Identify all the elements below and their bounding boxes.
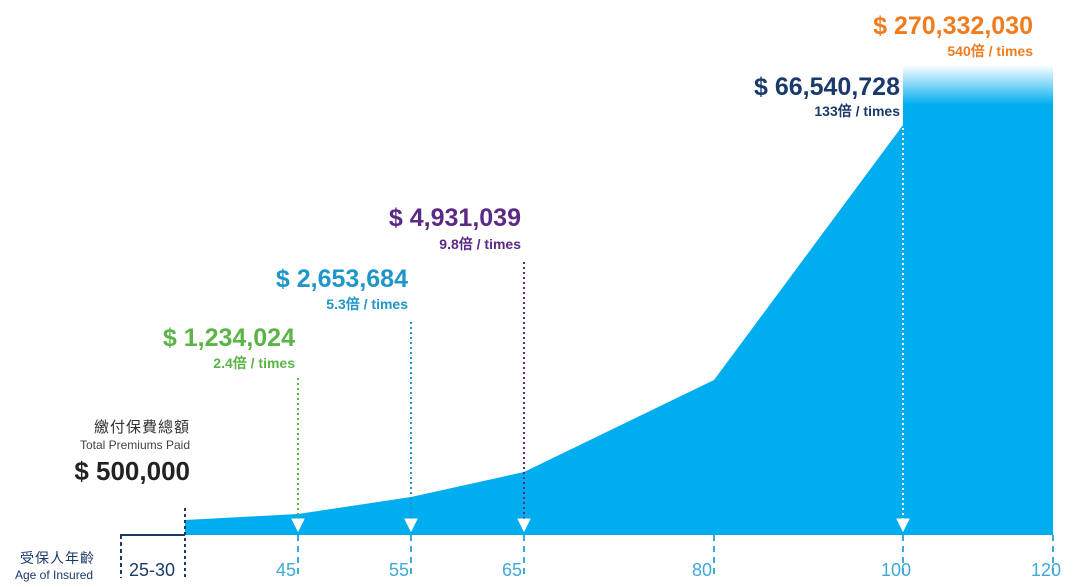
x-tick-label: 45 xyxy=(276,560,296,580)
annotation-times: 133倍 / times xyxy=(814,103,900,119)
total-premiums-label-en: Total Premiums Paid xyxy=(79,438,190,452)
x-tick-label: 25-30 xyxy=(129,560,175,580)
growth-area xyxy=(185,100,1053,535)
annotation-arrow xyxy=(896,518,910,533)
total-premiums-value: $ 500,000 xyxy=(74,456,190,486)
x-tick-label: 100 xyxy=(881,560,911,580)
annotation-times: 2.4倍 / times xyxy=(213,355,295,371)
annotation-times: 540倍 / times xyxy=(947,43,1033,59)
x-tick-label: 65 xyxy=(502,560,522,580)
x-tick-label: 120 xyxy=(1031,560,1061,580)
total-premiums-label-zh: 繳付保費總額 xyxy=(93,419,190,436)
annotation-arrow xyxy=(517,518,531,533)
annotation-arrow xyxy=(291,518,305,533)
annotation-amount: $ 2,653,684 xyxy=(276,265,408,293)
annotation-arrow xyxy=(404,518,418,533)
age-axis-label-zh: 受保人年齡 xyxy=(20,550,95,566)
x-tick-label: 80 xyxy=(692,560,712,580)
growth-area-fade xyxy=(903,65,1053,105)
annotation-amount: $ 270,332,030 xyxy=(873,12,1033,40)
x-tick-label: 55 xyxy=(389,560,409,580)
annotation-amount: $ 66,540,728 xyxy=(754,73,900,101)
annotation-times: 5.3倍 / times xyxy=(326,296,408,312)
annotation-amount: $ 4,931,039 xyxy=(389,204,521,232)
age-axis-label-en: Age of Insured xyxy=(15,568,94,582)
annotation-amount: $ 1,234,024 xyxy=(163,324,295,352)
annotation-times: 9.8倍 / times xyxy=(439,236,521,252)
